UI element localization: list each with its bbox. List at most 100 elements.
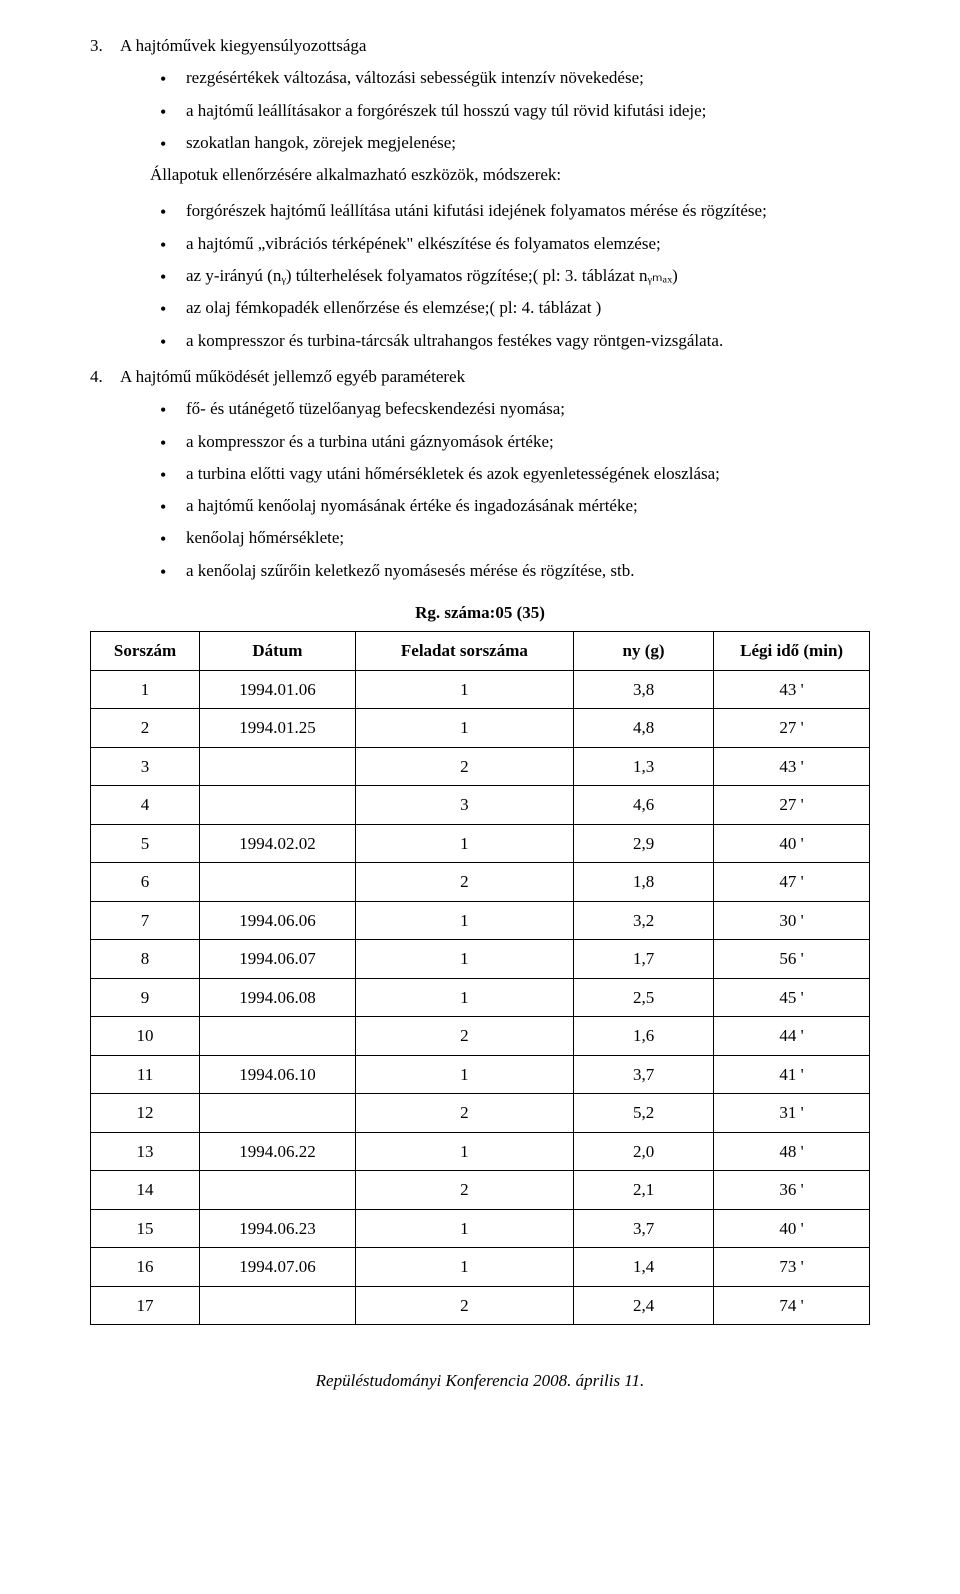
bullet-list: forgórészek hajtómű leállítása utáni kif… bbox=[150, 195, 870, 356]
table-header-cell: Dátum bbox=[200, 632, 356, 671]
table-cell: 7 bbox=[91, 901, 200, 940]
table-cell: 74 ' bbox=[714, 1286, 870, 1325]
table-cell: 4 bbox=[91, 786, 200, 825]
bullet-item: az y-irányú (nᵧ) túlterhelések folyamato… bbox=[150, 260, 870, 292]
table-cell: 1994.06.22 bbox=[200, 1132, 356, 1171]
table-cell: 1 bbox=[91, 670, 200, 709]
table-row: 4 34,627 ' bbox=[91, 786, 870, 825]
table-cell: 11 bbox=[91, 1055, 200, 1094]
table-cell: 2 bbox=[91, 709, 200, 748]
table-cell: 44 ' bbox=[714, 1017, 870, 1056]
table-cell: 15 bbox=[91, 1209, 200, 1248]
table-cell: 1 bbox=[355, 1055, 573, 1094]
table-row: 17 22,474 ' bbox=[91, 1286, 870, 1325]
data-table: SorszámDátumFeladat sorszámany (g)Légi i… bbox=[90, 631, 870, 1325]
bullet-list: fő- és utánégető tüzelőanyag befecskende… bbox=[150, 393, 870, 587]
table-cell bbox=[200, 786, 356, 825]
bullet-item: szokatlan hangok, zörejek megjelenése; bbox=[150, 127, 870, 159]
table-cell: 5 bbox=[91, 824, 200, 863]
table-cell: 1,3 bbox=[573, 747, 713, 786]
table-cell: 1 bbox=[355, 709, 573, 748]
table-row: 71994.06.0613,230 ' bbox=[91, 901, 870, 940]
bullet-item: rezgésértékek változása, változási sebes… bbox=[150, 62, 870, 94]
table-cell: 27 ' bbox=[714, 786, 870, 825]
table-row: 161994.07.0611,473 ' bbox=[91, 1248, 870, 1287]
table-cell: 1 bbox=[355, 1248, 573, 1287]
table-cell: 1 bbox=[355, 824, 573, 863]
table-cell: 1994.06.06 bbox=[200, 901, 356, 940]
table-cell: 2,0 bbox=[573, 1132, 713, 1171]
table-cell: 31 ' bbox=[714, 1094, 870, 1133]
bullet-item: a hajtómű leállításakor a forgórészek tú… bbox=[150, 95, 870, 127]
section-title: A hajtóművek kiegyensúlyozottsága bbox=[120, 36, 366, 55]
table-cell: 3,7 bbox=[573, 1055, 713, 1094]
table-cell bbox=[200, 1094, 356, 1133]
table-row: 81994.06.0711,756 ' bbox=[91, 940, 870, 979]
table-cell: 27 ' bbox=[714, 709, 870, 748]
bullet-item: az olaj fémkopadék ellenőrzése és elemzé… bbox=[150, 292, 870, 324]
table-cell: 17 bbox=[91, 1286, 200, 1325]
table-cell: 56 ' bbox=[714, 940, 870, 979]
bullet-item: a kenőolaj szűrőin keletkező nyomásesés … bbox=[150, 555, 870, 587]
table-cell: 45 ' bbox=[714, 978, 870, 1017]
table-cell: 3 bbox=[355, 786, 573, 825]
section-subtitle: Állapotuk ellenőrzésére alkalmazható esz… bbox=[150, 159, 870, 191]
table-cell bbox=[200, 1017, 356, 1056]
table-cell: 1,8 bbox=[573, 863, 713, 902]
bullet-item: a hajtómű kenőolaj nyomásának értéke és … bbox=[150, 490, 870, 522]
table-cell: 47 ' bbox=[714, 863, 870, 902]
bullet-item: fő- és utánégető tüzelőanyag befecskende… bbox=[150, 393, 870, 425]
table-cell: 1 bbox=[355, 901, 573, 940]
page-footer: Repüléstudományi Konferencia 2008. ápril… bbox=[90, 1365, 870, 1397]
table-cell: 12 bbox=[91, 1094, 200, 1133]
table-cell bbox=[200, 863, 356, 902]
table-cell: 4,6 bbox=[573, 786, 713, 825]
table-header-cell: ny (g) bbox=[573, 632, 713, 671]
table-cell: 3,8 bbox=[573, 670, 713, 709]
table-cell: 8 bbox=[91, 940, 200, 979]
table-cell: 2 bbox=[355, 1286, 573, 1325]
table-cell: 2 bbox=[355, 747, 573, 786]
bullet-item: a hajtómű „vibrációs térképének" elkészí… bbox=[150, 228, 870, 260]
table-cell: 1994.02.02 bbox=[200, 824, 356, 863]
table-cell: 16 bbox=[91, 1248, 200, 1287]
table-cell: 1,6 bbox=[573, 1017, 713, 1056]
table-row: 131994.06.2212,048 ' bbox=[91, 1132, 870, 1171]
table-cell: 3,7 bbox=[573, 1209, 713, 1248]
table-header-cell: Légi idő (min) bbox=[714, 632, 870, 671]
table-cell: 4,8 bbox=[573, 709, 713, 748]
table-cell: 13 bbox=[91, 1132, 200, 1171]
table-cell: 10 bbox=[91, 1017, 200, 1056]
table-cell: 1 bbox=[355, 978, 573, 1017]
table-cell bbox=[200, 1286, 356, 1325]
table-header-row: SorszámDátumFeladat sorszámany (g)Légi i… bbox=[91, 632, 870, 671]
table-cell: 1994.06.07 bbox=[200, 940, 356, 979]
table-cell: 2,1 bbox=[573, 1171, 713, 1210]
table-cell bbox=[200, 1171, 356, 1210]
table-cell: 2 bbox=[355, 1171, 573, 1210]
table-cell: 1994.07.06 bbox=[200, 1248, 356, 1287]
section-title: A hajtómű működését jellemző egyéb param… bbox=[120, 367, 465, 386]
section-number: 3. bbox=[90, 30, 103, 62]
table-cell: 1994.01.25 bbox=[200, 709, 356, 748]
table-cell: 1,4 bbox=[573, 1248, 713, 1287]
table-row: 111994.06.1013,741 ' bbox=[91, 1055, 870, 1094]
table-cell: 48 ' bbox=[714, 1132, 870, 1171]
bullet-item: a kompresszor és turbina-tárcsák ultraha… bbox=[150, 325, 870, 357]
bullet-item: a turbina előtti vagy utáni hőmérséklete… bbox=[150, 458, 870, 490]
section-4: 4. A hajtómű működését jellemző egyéb pa… bbox=[90, 361, 870, 587]
table-row: 151994.06.2313,740 ' bbox=[91, 1209, 870, 1248]
table-cell: 1994.01.06 bbox=[200, 670, 356, 709]
table-title: Rg. száma:05 (35) bbox=[90, 597, 870, 629]
table-header-cell: Sorszám bbox=[91, 632, 200, 671]
table-row: 1422,136 ' bbox=[91, 1171, 870, 1210]
table-cell: 1 bbox=[355, 1209, 573, 1248]
bullet-list: rezgésértékek változása, változási sebes… bbox=[150, 62, 870, 159]
table-header-cell: Feladat sorszáma bbox=[355, 632, 573, 671]
bullet-item: a kompresszor és a turbina utáni gáznyom… bbox=[150, 426, 870, 458]
table-row: 91994.06.0812,545 ' bbox=[91, 978, 870, 1017]
table-cell: 1994.06.23 bbox=[200, 1209, 356, 1248]
table-cell: 2,4 bbox=[573, 1286, 713, 1325]
section-3: 3. A hajtóművek kiegyensúlyozottsága rez… bbox=[90, 30, 870, 357]
table-cell: 2 bbox=[355, 1017, 573, 1056]
